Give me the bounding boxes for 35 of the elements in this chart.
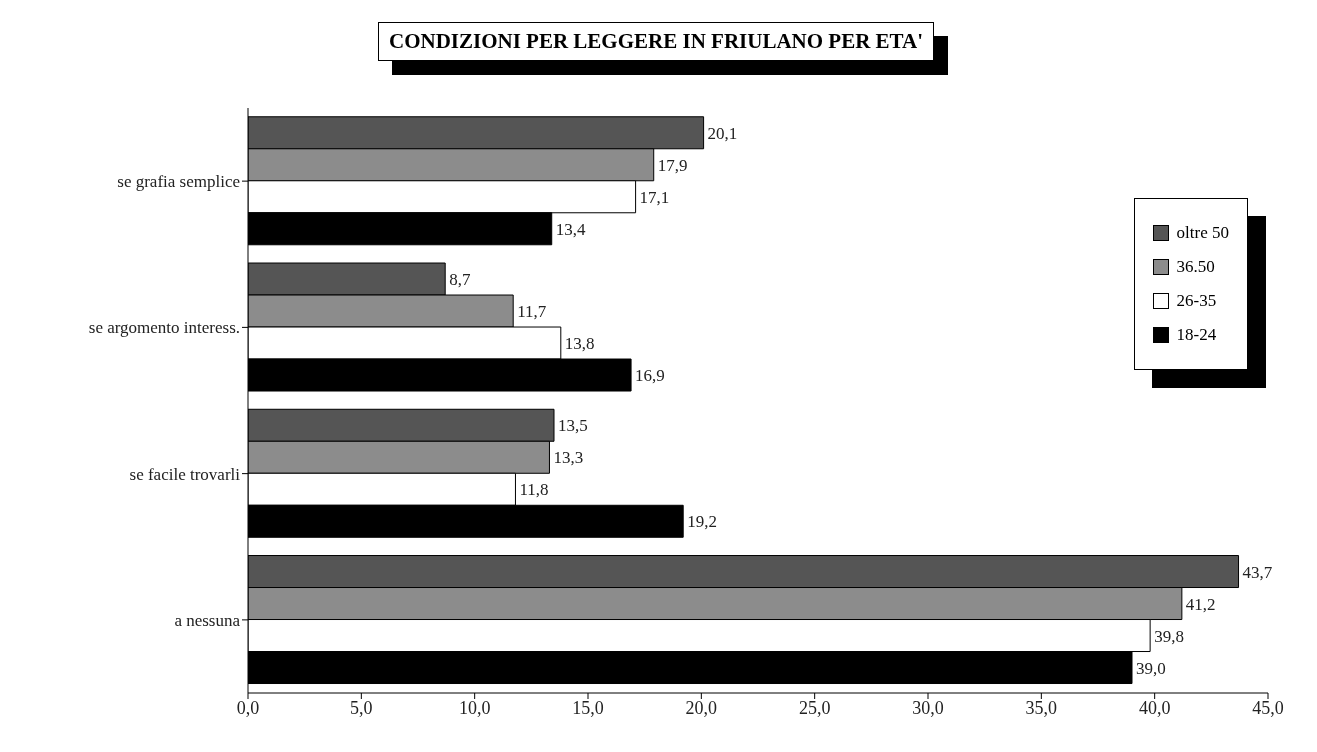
x-tick-label: 20,0 (685, 697, 718, 718)
data-label: 41,2 (1185, 594, 1216, 614)
x-tick-label: 25,0 (798, 697, 831, 718)
x-tick-label: 40,0 (1138, 697, 1171, 718)
x-tick-label: 45,0 (1252, 697, 1284, 718)
y-tick-label: se facile trovarli (129, 464, 241, 484)
data-label: 17,1 (639, 187, 670, 207)
legend-label: 18-24 (1176, 325, 1217, 345)
data-label: 20,1 (707, 123, 738, 143)
y-tick-label: a nessuna (174, 610, 241, 630)
data-label: 39,0 (1136, 658, 1166, 678)
x-tick-label: 5,0 (350, 697, 373, 718)
data-label: 13,4 (555, 219, 586, 239)
y-tick-label: se argomento interess. (88, 318, 240, 338)
data-label: 11,8 (519, 480, 549, 500)
data-label: 43,7 (1242, 562, 1273, 582)
data-label: 19,2 (687, 512, 717, 532)
data-label: 11,7 (517, 302, 547, 322)
data-label: 13,3 (553, 448, 584, 468)
legend-label: 26-35 (1176, 291, 1217, 311)
data-label: 13,5 (558, 416, 588, 436)
x-tick-label: 0,0 (236, 697, 260, 718)
x-tick-label: 30,0 (912, 697, 944, 718)
chart-title: CONDIZIONI PER LEGGERE IN FRIULANO PER ETA' (378, 22, 935, 61)
y-tick-label: se grafia semplice (117, 172, 240, 192)
data-label: 8,7 (449, 270, 471, 290)
x-tick-label: 15,0 (572, 697, 604, 718)
legend-label: 36.50 (1176, 257, 1215, 277)
data-label: 16,9 (635, 366, 665, 386)
data-label: 17,9 (657, 155, 688, 175)
data-label: 39,8 (1154, 626, 1184, 646)
x-tick-label: 35,0 (1025, 697, 1058, 718)
legend-label: oltre 50 (1176, 223, 1229, 243)
data-label: 13,8 (564, 334, 595, 354)
x-tick-label: 10,0 (458, 697, 491, 718)
